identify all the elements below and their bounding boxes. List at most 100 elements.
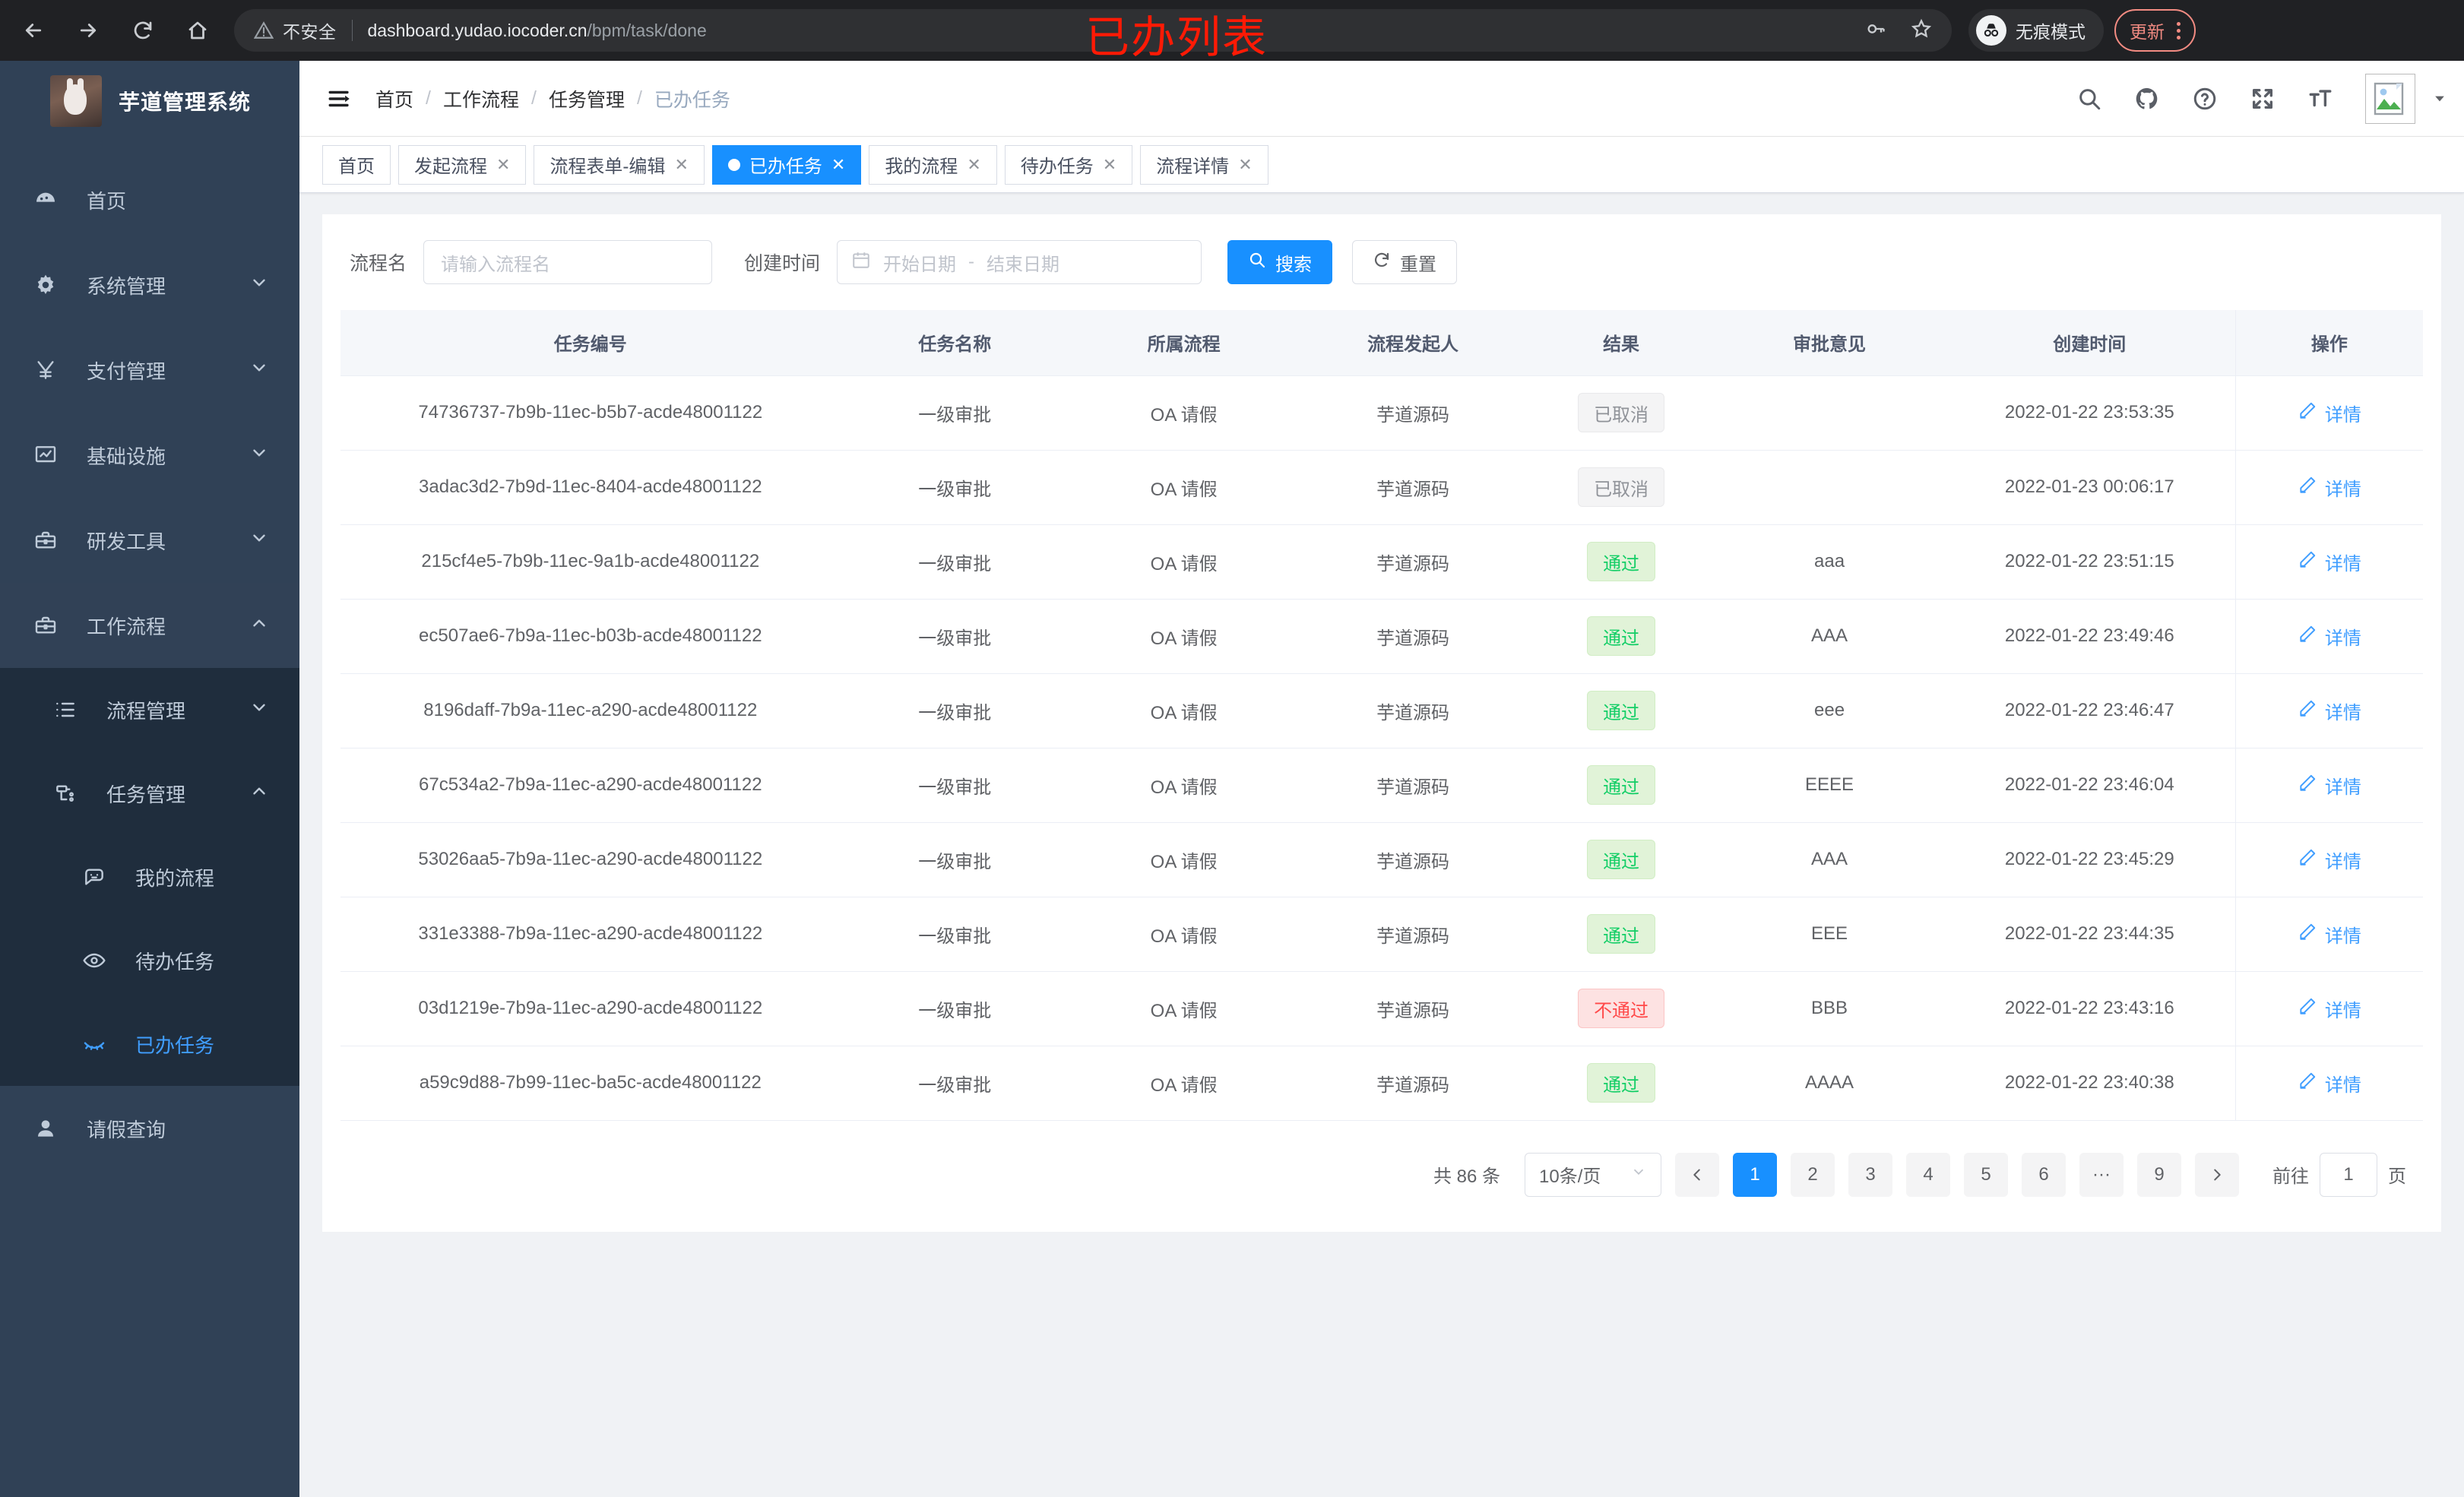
sidebar-item-payment[interactable]: 支付管理 bbox=[0, 328, 299, 413]
create-time-range-picker[interactable]: 开始日期 - 结束日期 bbox=[837, 240, 1202, 284]
incognito-indicator[interactable]: 无痕模式 bbox=[1968, 9, 2104, 52]
reload-button[interactable] bbox=[126, 14, 160, 47]
github-icon[interactable] bbox=[2134, 86, 2160, 112]
prev-page-button[interactable] bbox=[1675, 1152, 1719, 1197]
jump-page-input[interactable]: 1 bbox=[2320, 1152, 2377, 1197]
status-badge: 已取消 bbox=[1578, 393, 1665, 432]
font-size-icon[interactable] bbox=[2307, 86, 2333, 112]
back-button[interactable] bbox=[17, 14, 50, 47]
table-row: a59c9d88-7b99-11ec-ba5c-acde48001122 一级审批… bbox=[340, 1046, 2423, 1121]
cell-process: OA 请假 bbox=[1069, 971, 1299, 1046]
cell-initiator: 芋道源码 bbox=[1298, 748, 1528, 823]
avatar[interactable] bbox=[2365, 73, 2415, 124]
bookmark-star-icon[interactable] bbox=[1911, 18, 1932, 43]
jump-suffix-label: 页 bbox=[2388, 1166, 2406, 1187]
breadcrumb-item-2[interactable]: 任务管理 bbox=[548, 89, 625, 111]
tab-my-process[interactable]: 我的流程 ✕ bbox=[869, 144, 997, 185]
detail-button[interactable]: 详情 bbox=[2298, 772, 2361, 799]
chevron-down-icon bbox=[249, 273, 269, 298]
sidebar-item-todo-task[interactable]: 待办任务 bbox=[0, 919, 299, 1002]
tab-close-icon[interactable]: ✕ bbox=[1102, 154, 1117, 174]
page-button-2[interactable]: 2 bbox=[1791, 1152, 1835, 1197]
sidebar-item-my-process[interactable]: 我的流程 bbox=[0, 835, 299, 919]
detail-button[interactable]: 详情 bbox=[2298, 474, 2361, 501]
tab-todo-task[interactable]: 待办任务 ✕ bbox=[1004, 144, 1133, 185]
page-size-select[interactable]: 10条/页 bbox=[1525, 1152, 1661, 1197]
cell-initiator: 芋道源码 bbox=[1298, 897, 1528, 972]
cell-comment: EEEE bbox=[1715, 748, 1944, 823]
sidebar-toggle-icon[interactable] bbox=[322, 81, 357, 116]
tab-label: 流程详情 bbox=[1156, 157, 1230, 177]
fullscreen-icon[interactable] bbox=[2250, 86, 2276, 112]
incognito-icon bbox=[1976, 15, 2006, 46]
search-button[interactable]: 搜索 bbox=[1227, 240, 1333, 284]
process-name-input[interactable]: 请输入流程名 bbox=[423, 240, 713, 284]
cell-id: 67c534a2-7b9a-11ec-a290-acde48001122 bbox=[340, 748, 841, 823]
cell-result: 通过 bbox=[1527, 897, 1715, 972]
sidebar-item-home[interactable]: 首页 bbox=[0, 157, 299, 242]
tab-close-icon[interactable]: ✕ bbox=[831, 154, 846, 174]
search-icon[interactable] bbox=[2076, 86, 2102, 112]
breadcrumb-item-1[interactable]: 工作流程 bbox=[442, 89, 519, 111]
reset-button-label: 重置 bbox=[1400, 254, 1437, 275]
tab-done-task[interactable]: 已办任务 ✕ bbox=[711, 144, 862, 185]
tab-process-detail[interactable]: 流程详情 ✕ bbox=[1140, 144, 1268, 185]
detail-button[interactable]: 详情 bbox=[2298, 549, 2361, 575]
status-badge: 通过 bbox=[1587, 840, 1656, 879]
chrome-menu-icon[interactable] bbox=[2177, 21, 2181, 40]
update-button[interactable]: 更新 bbox=[2114, 9, 2196, 52]
help-icon[interactable] bbox=[2192, 86, 2218, 112]
detail-label: 详情 bbox=[2324, 702, 2361, 723]
sidebar-item-workflow[interactable]: 工作流程 bbox=[0, 583, 299, 668]
page-button-3[interactable]: 3 bbox=[1848, 1152, 1892, 1197]
next-page-button[interactable] bbox=[2195, 1152, 2239, 1197]
cell-process: OA 请假 bbox=[1069, 524, 1299, 600]
cell-initiator: 芋道源码 bbox=[1298, 450, 1528, 525]
tab-process-form-edit[interactable]: 流程表单-编辑 ✕ bbox=[534, 144, 705, 185]
password-key-icon[interactable] bbox=[1865, 18, 1886, 43]
page-ellipsis[interactable]: ··· bbox=[2079, 1152, 2124, 1197]
status-badge: 通过 bbox=[1587, 542, 1656, 581]
sidebar-item-process-manage[interactable]: 流程管理 bbox=[0, 668, 299, 752]
sidebar-item-leave-query[interactable]: 请假查询 bbox=[0, 1086, 299, 1171]
forward-button[interactable] bbox=[71, 14, 105, 47]
detail-button[interactable]: 详情 bbox=[2298, 921, 2361, 948]
detail-button[interactable]: 详情 bbox=[2298, 847, 2361, 873]
date-range-separator: - bbox=[968, 252, 975, 272]
page-button-1[interactable]: 1 bbox=[1733, 1152, 1777, 1197]
cell-comment: BBB bbox=[1715, 971, 1944, 1046]
sidebar-label-process-manage: 流程管理 bbox=[106, 699, 186, 723]
reset-button[interactable]: 重置 bbox=[1352, 240, 1458, 284]
sidebar-item-infrastructure[interactable]: 基础设施 bbox=[0, 413, 299, 498]
page-button-4[interactable]: 4 bbox=[1906, 1152, 1950, 1197]
detail-button[interactable]: 详情 bbox=[2298, 698, 2361, 724]
tab-start-process[interactable]: 发起流程 ✕ bbox=[398, 144, 527, 185]
address-bar[interactable]: 不安全 dashboard.yudao.iocoder.cn/bpm/task/… bbox=[234, 9, 1952, 52]
detail-button[interactable]: 详情 bbox=[2298, 400, 2361, 426]
detail-button[interactable]: 详情 bbox=[2298, 995, 2361, 1022]
page-button-5[interactable]: 5 bbox=[1964, 1152, 2008, 1197]
cell-created: 2022-01-22 23:40:38 bbox=[1943, 1046, 2236, 1121]
tab-home[interactable]: 首页 bbox=[322, 144, 391, 185]
chevron-up-icon bbox=[249, 613, 269, 638]
detail-button[interactable]: 详情 bbox=[2298, 623, 2361, 650]
sidebar-item-devtools[interactable]: 研发工具 bbox=[0, 498, 299, 583]
page-button-9[interactable]: 9 bbox=[2137, 1152, 2181, 1197]
sidebar: 芋道管理系统 首页 系统管理 支付管理 bbox=[0, 61, 299, 1497]
tab-close-icon[interactable]: ✕ bbox=[674, 154, 689, 174]
sidebar-item-system[interactable]: 系统管理 bbox=[0, 242, 299, 328]
detail-button[interactable]: 详情 bbox=[2298, 1070, 2361, 1097]
tab-label: 流程表单-编辑 bbox=[549, 157, 666, 177]
tab-close-icon[interactable]: ✕ bbox=[1238, 154, 1253, 174]
brand[interactable]: 芋道管理系统 bbox=[0, 61, 299, 141]
sidebar-item-done-task[interactable]: 已办任务 bbox=[0, 1002, 299, 1086]
top-navbar: 首页 / 工作流程 / 任务管理 / 已办任务 bbox=[299, 61, 2464, 137]
tab-close-icon[interactable]: ✕ bbox=[967, 154, 981, 174]
chevron-down-icon[interactable] bbox=[2432, 91, 2447, 106]
sidebar-item-task-manage[interactable]: 任务管理 bbox=[0, 752, 299, 835]
breadcrumb-item-0[interactable]: 首页 bbox=[375, 89, 414, 111]
tab-close-icon[interactable]: ✕ bbox=[496, 154, 511, 174]
eye-icon bbox=[82, 948, 117, 973]
home-button[interactable] bbox=[181, 14, 214, 47]
page-button-6[interactable]: 6 bbox=[2022, 1152, 2066, 1197]
